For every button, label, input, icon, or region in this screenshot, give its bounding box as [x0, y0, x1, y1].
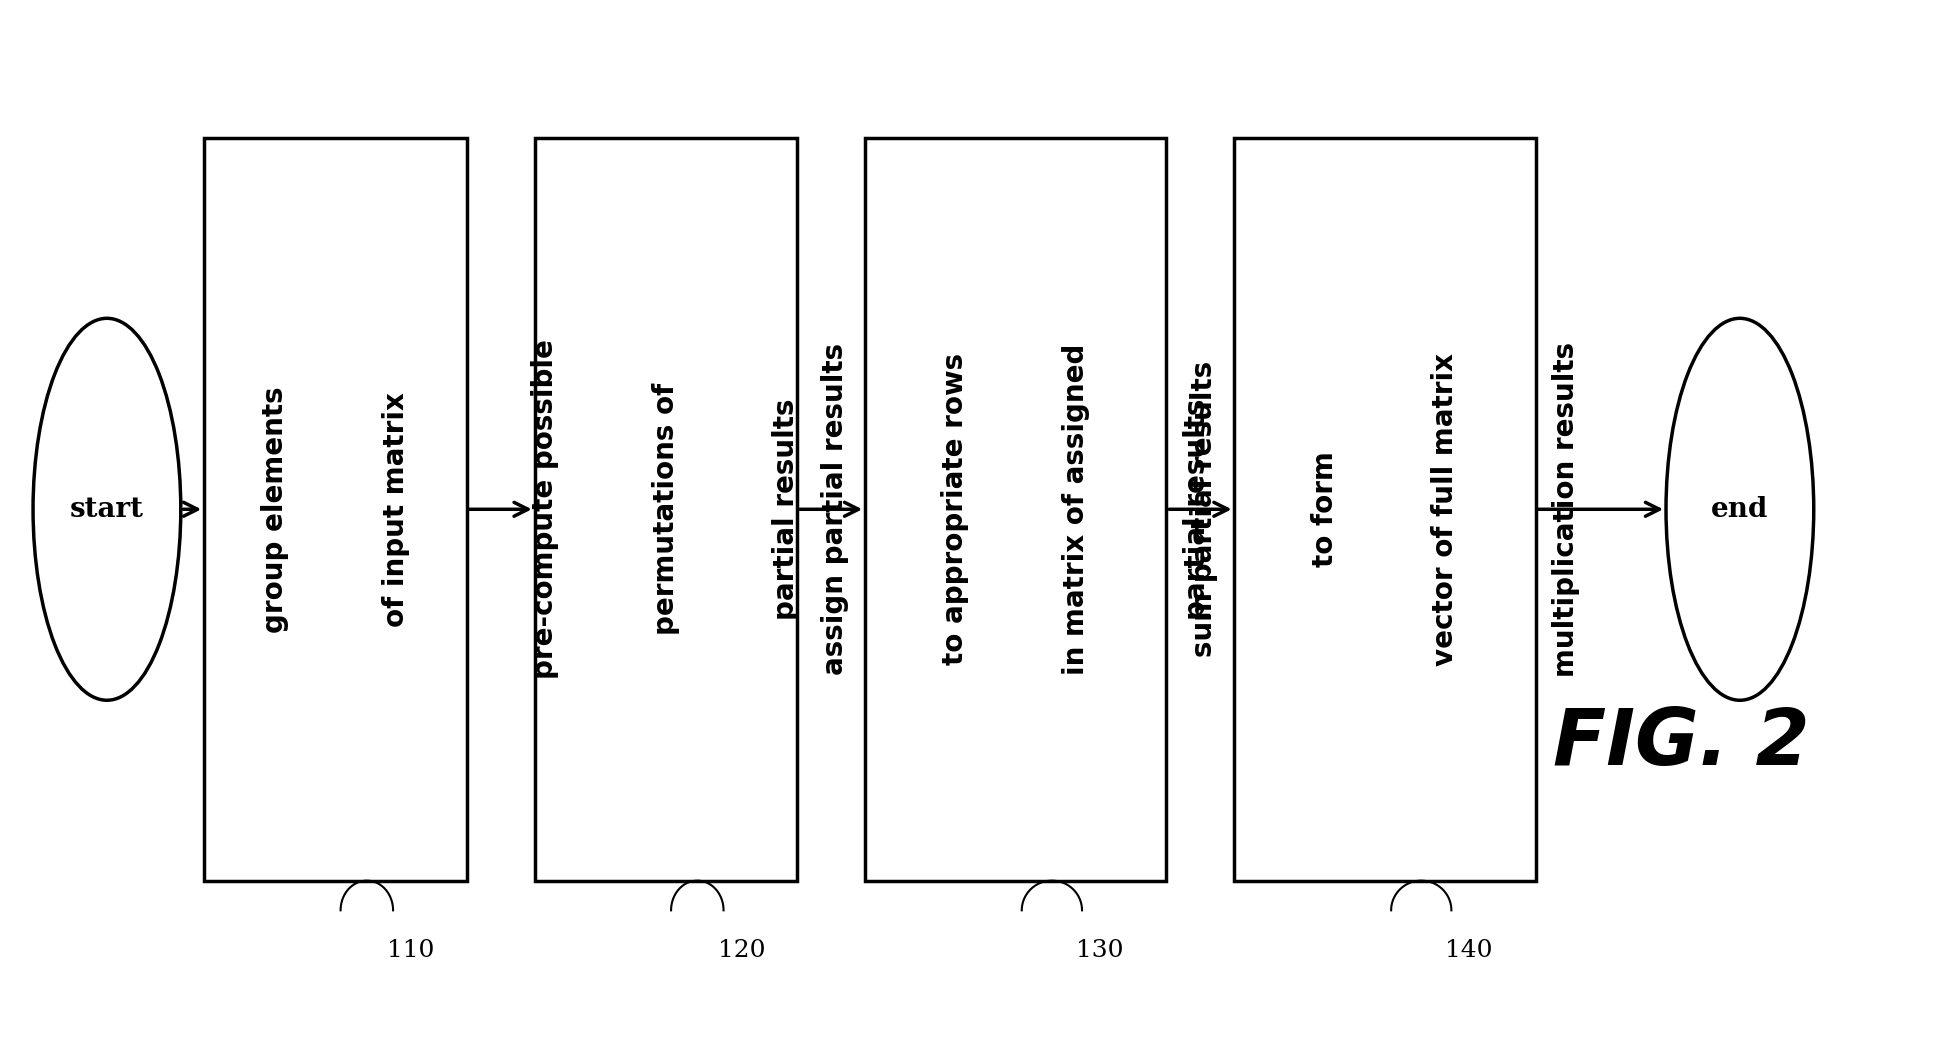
- Text: 130: 130: [1075, 939, 1124, 962]
- Text: 120: 120: [717, 939, 766, 962]
- Text: 140: 140: [1444, 939, 1493, 962]
- Ellipse shape: [33, 318, 181, 700]
- Text: 110: 110: [387, 939, 435, 962]
- Text: in matrix of assigned: in matrix of assigned: [1061, 344, 1091, 675]
- Text: start: start: [70, 495, 144, 523]
- Text: multiplication results: multiplication results: [1551, 342, 1580, 677]
- Bar: [204, 138, 467, 881]
- Bar: [865, 138, 1166, 881]
- Text: partial results: partial results: [1182, 399, 1211, 620]
- Text: to appropriate rows: to appropriate rows: [941, 353, 970, 665]
- Text: vector of full matrix: vector of full matrix: [1431, 352, 1460, 666]
- Ellipse shape: [1666, 318, 1814, 700]
- Text: group elements: group elements: [260, 386, 290, 632]
- Text: FIG. 2: FIG. 2: [1553, 705, 1810, 781]
- Bar: [1234, 138, 1536, 881]
- Text: to form: to form: [1310, 451, 1339, 568]
- Bar: [535, 138, 797, 881]
- Text: partial results: partial results: [772, 399, 801, 620]
- Text: assign partial results: assign partial results: [820, 343, 850, 676]
- Text: permutations of: permutations of: [651, 383, 680, 636]
- Text: end: end: [1711, 495, 1769, 523]
- Text: sum partial results: sum partial results: [1190, 361, 1219, 658]
- Text: pre-compute possible: pre-compute possible: [531, 340, 560, 679]
- Text: of input matrix: of input matrix: [381, 392, 410, 627]
